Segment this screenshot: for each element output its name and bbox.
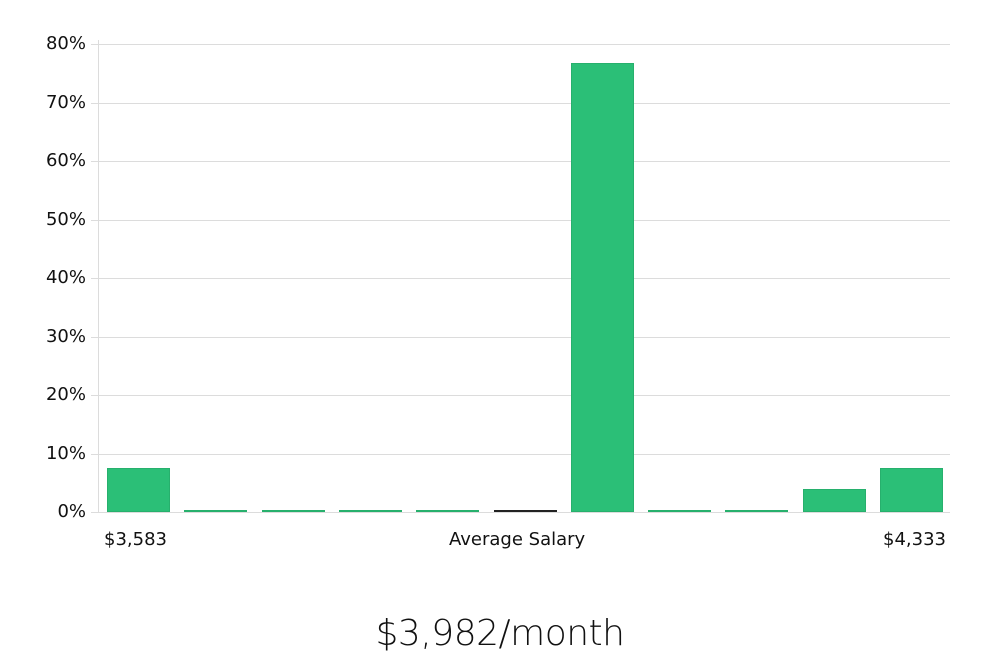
salary-histogram: 0% 10% 20% 30% 40% 50% 60% 70% 80% $3,583 Averag… — [45, 33, 950, 550]
gridline — [91, 161, 950, 162]
histogram-bar — [416, 510, 479, 512]
gridline — [91, 220, 950, 221]
gridline — [91, 395, 950, 396]
average-salary-value: $3,982/month — [375, 613, 625, 654]
y-tick-label: 30% — [45, 326, 86, 347]
histogram-bar — [803, 489, 866, 512]
gridline — [91, 337, 950, 338]
x-axis-title: Average Salary — [449, 529, 586, 550]
histogram-bar — [184, 510, 247, 512]
y-tick-label: 0% — [57, 501, 86, 522]
gridline — [91, 44, 950, 45]
histogram-bar — [339, 510, 402, 512]
y-tick-label: 50% — [45, 209, 86, 230]
histogram-bar — [262, 510, 325, 512]
histogram-bar — [571, 63, 634, 512]
histogram-bar — [725, 510, 788, 512]
histogram-bar-average — [494, 510, 557, 512]
x-axis-max-label: $4,333 — [883, 529, 946, 550]
y-axis-line — [98, 40, 99, 512]
y-tick-label: 40% — [45, 267, 86, 288]
gridline — [91, 512, 950, 513]
histogram-bar — [107, 468, 170, 512]
y-tick-label: 80% — [45, 33, 86, 54]
gridline — [91, 103, 950, 104]
histogram-bar — [880, 468, 943, 512]
histogram-bar — [648, 510, 711, 512]
gridline — [91, 278, 950, 279]
gridline — [91, 454, 950, 455]
x-axis-min-label: $3,583 — [104, 529, 167, 550]
y-tick-label: 10% — [45, 443, 86, 464]
y-tick-label: 20% — [45, 384, 86, 405]
y-tick-label: 70% — [45, 92, 86, 113]
y-tick-label: 60% — [45, 150, 86, 171]
